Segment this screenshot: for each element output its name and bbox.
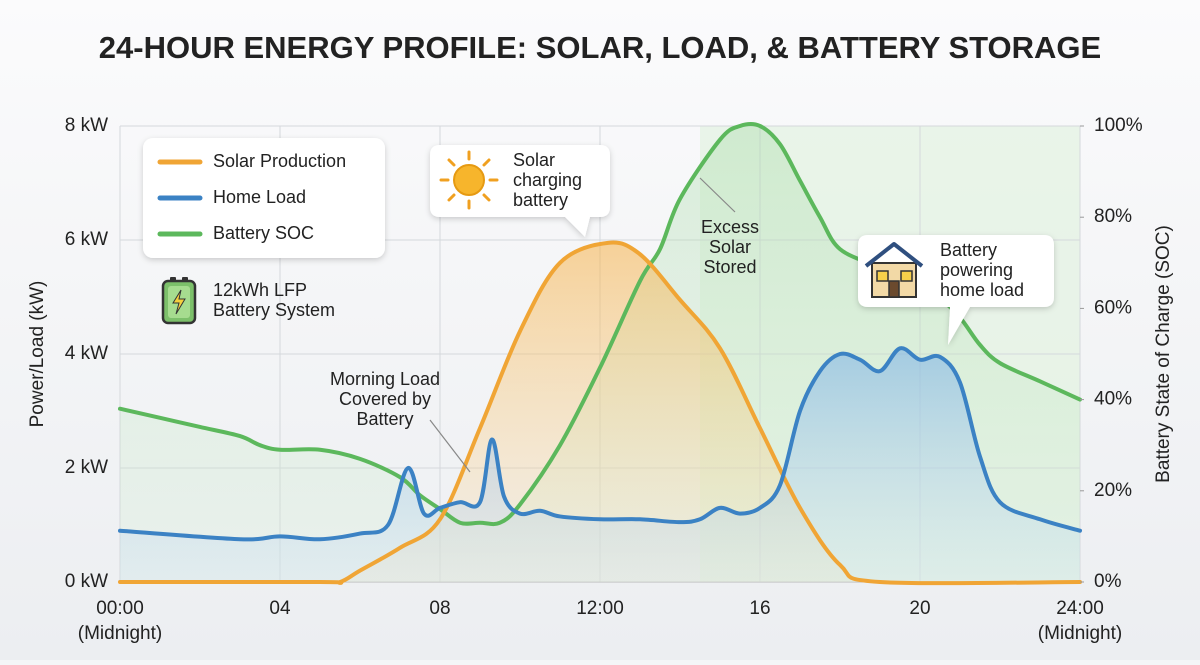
y-tick-label: 4 kW [65,343,108,364]
sun-icon [439,150,499,210]
x-tick-label: 16 [749,598,770,619]
annotation: powering [940,260,1013,280]
annotation: Morning Load [330,369,440,389]
legend-label: Home Load [213,187,306,207]
area [120,242,1080,584]
y2-tick-label: 60% [1094,297,1132,318]
legend-label: Battery SOC [213,223,314,243]
legend: Solar Production Home Load Battery SOC 12k… [143,138,385,325]
x-tick-label: 08 [429,598,450,619]
annotation-pointer [699,177,736,213]
chart-title: 24-HOUR ENERGY PROFILE: SOLAR, LOAD, & B… [99,30,1101,65]
y2-tick-label: 20% [1094,480,1132,501]
y-axis-label: Power/Load (kW) [27,281,48,428]
battery-icon [161,277,197,325]
y-tick-label: 6 kW [65,229,108,250]
annotation: Battery [940,240,997,260]
y2-tick-label: 40% [1094,389,1132,410]
legend-items: Solar Production Home Load Battery SOC [157,151,346,243]
y2-axis-label: Battery State of Charge (SOC) [1153,225,1174,483]
x-tick-label: 04 [269,598,291,619]
annotation-pointer [429,419,471,473]
annotation: charging [513,170,582,190]
x-tick-label: (Midnight) [1038,623,1122,644]
x-tick-label: (Midnight) [78,623,162,644]
annotation: Stored [703,257,756,277]
y2-tick-label: 80% [1094,206,1132,227]
series-line [118,346,1082,542]
house-icon [864,242,924,298]
annotation: home load [940,280,1024,300]
ticks: 0 kW 2 kW 4 kW 6 kW 8 kW 0% 20% 40% 60% 80% 100% 00… [65,115,1143,644]
legend-note: Battery System [213,300,335,320]
legend-note: 12kWh LFP [213,280,307,300]
y-tick-label: 0 kW [65,571,108,592]
y-tick-label: 2 kW [65,457,108,478]
y2-tick-label: 100% [1094,115,1143,136]
x-tick-label: 12:00 [576,598,624,619]
y2-tick-label: 0% [1094,571,1122,592]
x-tick-label: 00:00 [96,598,144,619]
annotation: Covered by [339,389,431,409]
areas [120,123,1080,584]
annotation: Battery [356,409,413,429]
battery-callout: Battery powering home load [858,235,1054,345]
annotation: Solar [709,237,751,257]
solar-callout: Solar charging battery [430,145,610,237]
y-tick-label: 8 kW [65,115,108,136]
annotation: Excess [701,217,759,237]
series-line [118,240,1082,586]
legend-box [143,138,385,258]
legend-label: Solar Production [213,151,346,171]
x-tick-label: 24:00 [1056,598,1104,619]
x-tick-label: 20 [909,598,930,619]
annotation: Solar [513,150,555,170]
area [120,348,1080,582]
annotation: battery [513,190,568,210]
